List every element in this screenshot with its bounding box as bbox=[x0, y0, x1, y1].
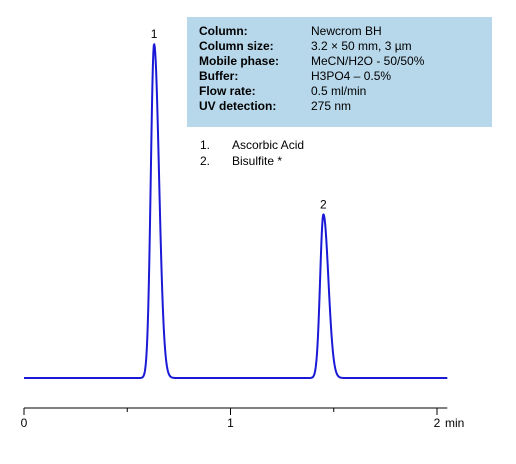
x-unit-label: min bbox=[445, 416, 464, 430]
info-key: UV detection: bbox=[199, 99, 277, 113]
peak-label-1: 1 bbox=[151, 27, 158, 41]
info-key: Flow rate: bbox=[199, 84, 256, 98]
info-key: Column size: bbox=[199, 39, 274, 53]
legend-number: 1. bbox=[200, 138, 211, 152]
legend-item-1: 1. Ascorbic Acid bbox=[200, 138, 400, 153]
x-tick-label: 0 bbox=[21, 416, 28, 430]
info-value: 275 nm bbox=[311, 99, 352, 113]
info-value: H3PO4 – 0.5% bbox=[311, 69, 392, 83]
legend-name: Bisulfite * bbox=[232, 154, 283, 168]
info-value: Newcrom BH bbox=[311, 24, 382, 38]
info-row-buffer: Buffer: H3PO4 – 0.5% bbox=[199, 69, 489, 84]
legend-name: Ascorbic Acid bbox=[232, 138, 305, 152]
info-key: Mobile phase: bbox=[199, 54, 280, 68]
x-tick-label: 1 bbox=[227, 416, 234, 430]
chromatogram-trace bbox=[23, 43, 448, 379]
method-info-box: Column: Newcrom BH Column size: 3.2 × 50… bbox=[187, 17, 492, 127]
info-row-flow-rate: Flow rate: 0.5 ml/min bbox=[199, 84, 489, 99]
info-row-uv-detection: UV detection: 275 nm bbox=[199, 99, 489, 114]
info-value: MeCN/H2O - 50/50% bbox=[311, 54, 425, 68]
legend-item-2: 2. Bisulfite * bbox=[200, 154, 400, 169]
info-value: 0.5 ml/min bbox=[311, 84, 367, 98]
peak-label-2: 2 bbox=[320, 197, 327, 211]
info-row-mobile-phase: Mobile phase: MeCN/H2O - 50/50% bbox=[199, 54, 489, 69]
x-tick-label: 2 bbox=[434, 416, 441, 430]
info-key: Column: bbox=[199, 24, 248, 38]
info-value: 3.2 × 50 mm, 3 µm bbox=[311, 39, 412, 53]
info-row-column: Column: Newcrom BH bbox=[199, 24, 489, 39]
info-row-column-size: Column size: 3.2 × 50 mm, 3 µm bbox=[199, 39, 489, 54]
legend-number: 2. bbox=[200, 154, 211, 168]
info-key: Buffer: bbox=[199, 69, 239, 83]
